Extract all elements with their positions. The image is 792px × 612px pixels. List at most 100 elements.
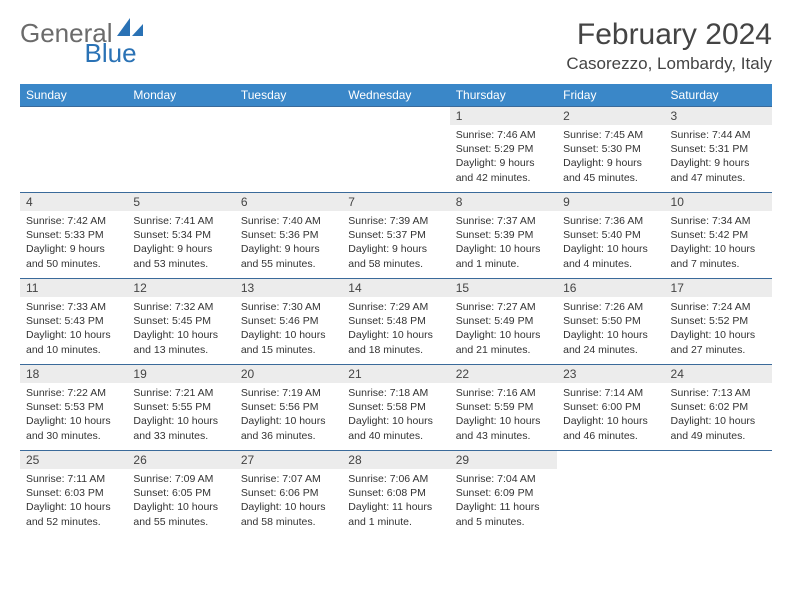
calendar-day-cell: 14Sunrise: 7:29 AMSunset: 5:48 PMDayligh… — [342, 279, 449, 365]
day-details: Sunrise: 7:34 AMSunset: 5:42 PMDaylight:… — [665, 211, 772, 275]
day-number: 27 — [235, 451, 342, 469]
calendar-day-cell: 10Sunrise: 7:34 AMSunset: 5:42 PMDayligh… — [665, 193, 772, 279]
day-details: Sunrise: 7:42 AMSunset: 5:33 PMDaylight:… — [20, 211, 127, 275]
weekday-header: Monday — [127, 84, 234, 107]
day-number: 28 — [342, 451, 449, 469]
day-details: Sunrise: 7:33 AMSunset: 5:43 PMDaylight:… — [20, 297, 127, 361]
day-number: 1 — [450, 107, 557, 125]
day-number: 4 — [20, 193, 127, 211]
calendar-day-cell: 17Sunrise: 7:24 AMSunset: 5:52 PMDayligh… — [665, 279, 772, 365]
day-details: Sunrise: 7:37 AMSunset: 5:39 PMDaylight:… — [450, 211, 557, 275]
day-details: Sunrise: 7:24 AMSunset: 5:52 PMDaylight:… — [665, 297, 772, 361]
day-details: Sunrise: 7:04 AMSunset: 6:09 PMDaylight:… — [450, 469, 557, 533]
calendar-head: SundayMondayTuesdayWednesdayThursdayFrid… — [20, 84, 772, 107]
calendar-table: SundayMondayTuesdayWednesdayThursdayFrid… — [20, 84, 772, 537]
calendar-day-cell: 21Sunrise: 7:18 AMSunset: 5:58 PMDayligh… — [342, 365, 449, 451]
month-title: February 2024 — [566, 18, 772, 52]
day-details: Sunrise: 7:22 AMSunset: 5:53 PMDaylight:… — [20, 383, 127, 447]
logo-part2: Blue — [85, 38, 137, 69]
calendar-week-row: 1Sunrise: 7:46 AMSunset: 5:29 PMDaylight… — [20, 107, 772, 193]
weekday-header: Thursday — [450, 84, 557, 107]
day-number: 29 — [450, 451, 557, 469]
calendar-week-row: 11Sunrise: 7:33 AMSunset: 5:43 PMDayligh… — [20, 279, 772, 365]
day-number: 13 — [235, 279, 342, 297]
day-details: Sunrise: 7:26 AMSunset: 5:50 PMDaylight:… — [557, 297, 664, 361]
calendar-day-cell: 29Sunrise: 7:04 AMSunset: 6:09 PMDayligh… — [450, 451, 557, 537]
calendar-day-cell: 25Sunrise: 7:11 AMSunset: 6:03 PMDayligh… — [20, 451, 127, 537]
day-number: 14 — [342, 279, 449, 297]
day-details: Sunrise: 7:09 AMSunset: 6:05 PMDaylight:… — [127, 469, 234, 533]
day-number: 25 — [20, 451, 127, 469]
weekday-header: Friday — [557, 84, 664, 107]
calendar-empty-cell — [235, 107, 342, 193]
location: Casorezzo, Lombardy, Italy — [566, 54, 772, 74]
day-details: Sunrise: 7:11 AMSunset: 6:03 PMDaylight:… — [20, 469, 127, 533]
calendar-day-cell: 23Sunrise: 7:14 AMSunset: 6:00 PMDayligh… — [557, 365, 664, 451]
day-number: 9 — [557, 193, 664, 211]
calendar-day-cell: 24Sunrise: 7:13 AMSunset: 6:02 PMDayligh… — [665, 365, 772, 451]
calendar-empty-cell — [342, 107, 449, 193]
day-number: 12 — [127, 279, 234, 297]
day-details: Sunrise: 7:32 AMSunset: 5:45 PMDaylight:… — [127, 297, 234, 361]
calendar-day-cell: 5Sunrise: 7:41 AMSunset: 5:34 PMDaylight… — [127, 193, 234, 279]
calendar-empty-cell — [557, 451, 664, 537]
day-number: 26 — [127, 451, 234, 469]
calendar-day-cell: 15Sunrise: 7:27 AMSunset: 5:49 PMDayligh… — [450, 279, 557, 365]
calendar-day-cell: 26Sunrise: 7:09 AMSunset: 6:05 PMDayligh… — [127, 451, 234, 537]
day-details: Sunrise: 7:44 AMSunset: 5:31 PMDaylight:… — [665, 125, 772, 189]
day-details: Sunrise: 7:45 AMSunset: 5:30 PMDaylight:… — [557, 125, 664, 189]
day-details: Sunrise: 7:40 AMSunset: 5:36 PMDaylight:… — [235, 211, 342, 275]
day-details: Sunrise: 7:13 AMSunset: 6:02 PMDaylight:… — [665, 383, 772, 447]
day-number: 22 — [450, 365, 557, 383]
day-number: 11 — [20, 279, 127, 297]
calendar-day-cell: 9Sunrise: 7:36 AMSunset: 5:40 PMDaylight… — [557, 193, 664, 279]
day-number: 15 — [450, 279, 557, 297]
day-details: Sunrise: 7:18 AMSunset: 5:58 PMDaylight:… — [342, 383, 449, 447]
day-number: 5 — [127, 193, 234, 211]
day-details: Sunrise: 7:06 AMSunset: 6:08 PMDaylight:… — [342, 469, 449, 533]
day-number: 7 — [342, 193, 449, 211]
day-details: Sunrise: 7:16 AMSunset: 5:59 PMDaylight:… — [450, 383, 557, 447]
day-number: 16 — [557, 279, 664, 297]
weekday-header: Tuesday — [235, 84, 342, 107]
day-details: Sunrise: 7:39 AMSunset: 5:37 PMDaylight:… — [342, 211, 449, 275]
day-number: 21 — [342, 365, 449, 383]
day-number: 2 — [557, 107, 664, 125]
calendar-day-cell: 18Sunrise: 7:22 AMSunset: 5:53 PMDayligh… — [20, 365, 127, 451]
day-number: 17 — [665, 279, 772, 297]
logo: General Blue — [20, 18, 199, 49]
calendar-day-cell: 1Sunrise: 7:46 AMSunset: 5:29 PMDaylight… — [450, 107, 557, 193]
calendar-day-cell: 2Sunrise: 7:45 AMSunset: 5:30 PMDaylight… — [557, 107, 664, 193]
calendar-day-cell: 12Sunrise: 7:32 AMSunset: 5:45 PMDayligh… — [127, 279, 234, 365]
calendar-day-cell: 16Sunrise: 7:26 AMSunset: 5:50 PMDayligh… — [557, 279, 664, 365]
day-number: 10 — [665, 193, 772, 211]
day-number: 8 — [450, 193, 557, 211]
calendar-day-cell: 19Sunrise: 7:21 AMSunset: 5:55 PMDayligh… — [127, 365, 234, 451]
calendar-day-cell: 28Sunrise: 7:06 AMSunset: 6:08 PMDayligh… — [342, 451, 449, 537]
day-number: 18 — [20, 365, 127, 383]
weekday-header: Wednesday — [342, 84, 449, 107]
day-details: Sunrise: 7:21 AMSunset: 5:55 PMDaylight:… — [127, 383, 234, 447]
calendar-empty-cell — [127, 107, 234, 193]
calendar-day-cell: 27Sunrise: 7:07 AMSunset: 6:06 PMDayligh… — [235, 451, 342, 537]
calendar-day-cell: 8Sunrise: 7:37 AMSunset: 5:39 PMDaylight… — [450, 193, 557, 279]
day-details: Sunrise: 7:27 AMSunset: 5:49 PMDaylight:… — [450, 297, 557, 361]
weekday-header: Saturday — [665, 84, 772, 107]
calendar-day-cell: 6Sunrise: 7:40 AMSunset: 5:36 PMDaylight… — [235, 193, 342, 279]
day-details: Sunrise: 7:30 AMSunset: 5:46 PMDaylight:… — [235, 297, 342, 361]
calendar-body: 1Sunrise: 7:46 AMSunset: 5:29 PMDaylight… — [20, 107, 772, 537]
calendar-week-row: 18Sunrise: 7:22 AMSunset: 5:53 PMDayligh… — [20, 365, 772, 451]
day-details: Sunrise: 7:46 AMSunset: 5:29 PMDaylight:… — [450, 125, 557, 189]
calendar-day-cell: 20Sunrise: 7:19 AMSunset: 5:56 PMDayligh… — [235, 365, 342, 451]
calendar-day-cell: 11Sunrise: 7:33 AMSunset: 5:43 PMDayligh… — [20, 279, 127, 365]
day-details: Sunrise: 7:41 AMSunset: 5:34 PMDaylight:… — [127, 211, 234, 275]
calendar-day-cell: 22Sunrise: 7:16 AMSunset: 5:59 PMDayligh… — [450, 365, 557, 451]
title-block: February 2024 Casorezzo, Lombardy, Italy — [566, 18, 772, 74]
day-details: Sunrise: 7:29 AMSunset: 5:48 PMDaylight:… — [342, 297, 449, 361]
day-details: Sunrise: 7:36 AMSunset: 5:40 PMDaylight:… — [557, 211, 664, 275]
day-details: Sunrise: 7:14 AMSunset: 6:00 PMDaylight:… — [557, 383, 664, 447]
calendar-empty-cell — [665, 451, 772, 537]
day-number: 6 — [235, 193, 342, 211]
day-number: 19 — [127, 365, 234, 383]
calendar-week-row: 4Sunrise: 7:42 AMSunset: 5:33 PMDaylight… — [20, 193, 772, 279]
